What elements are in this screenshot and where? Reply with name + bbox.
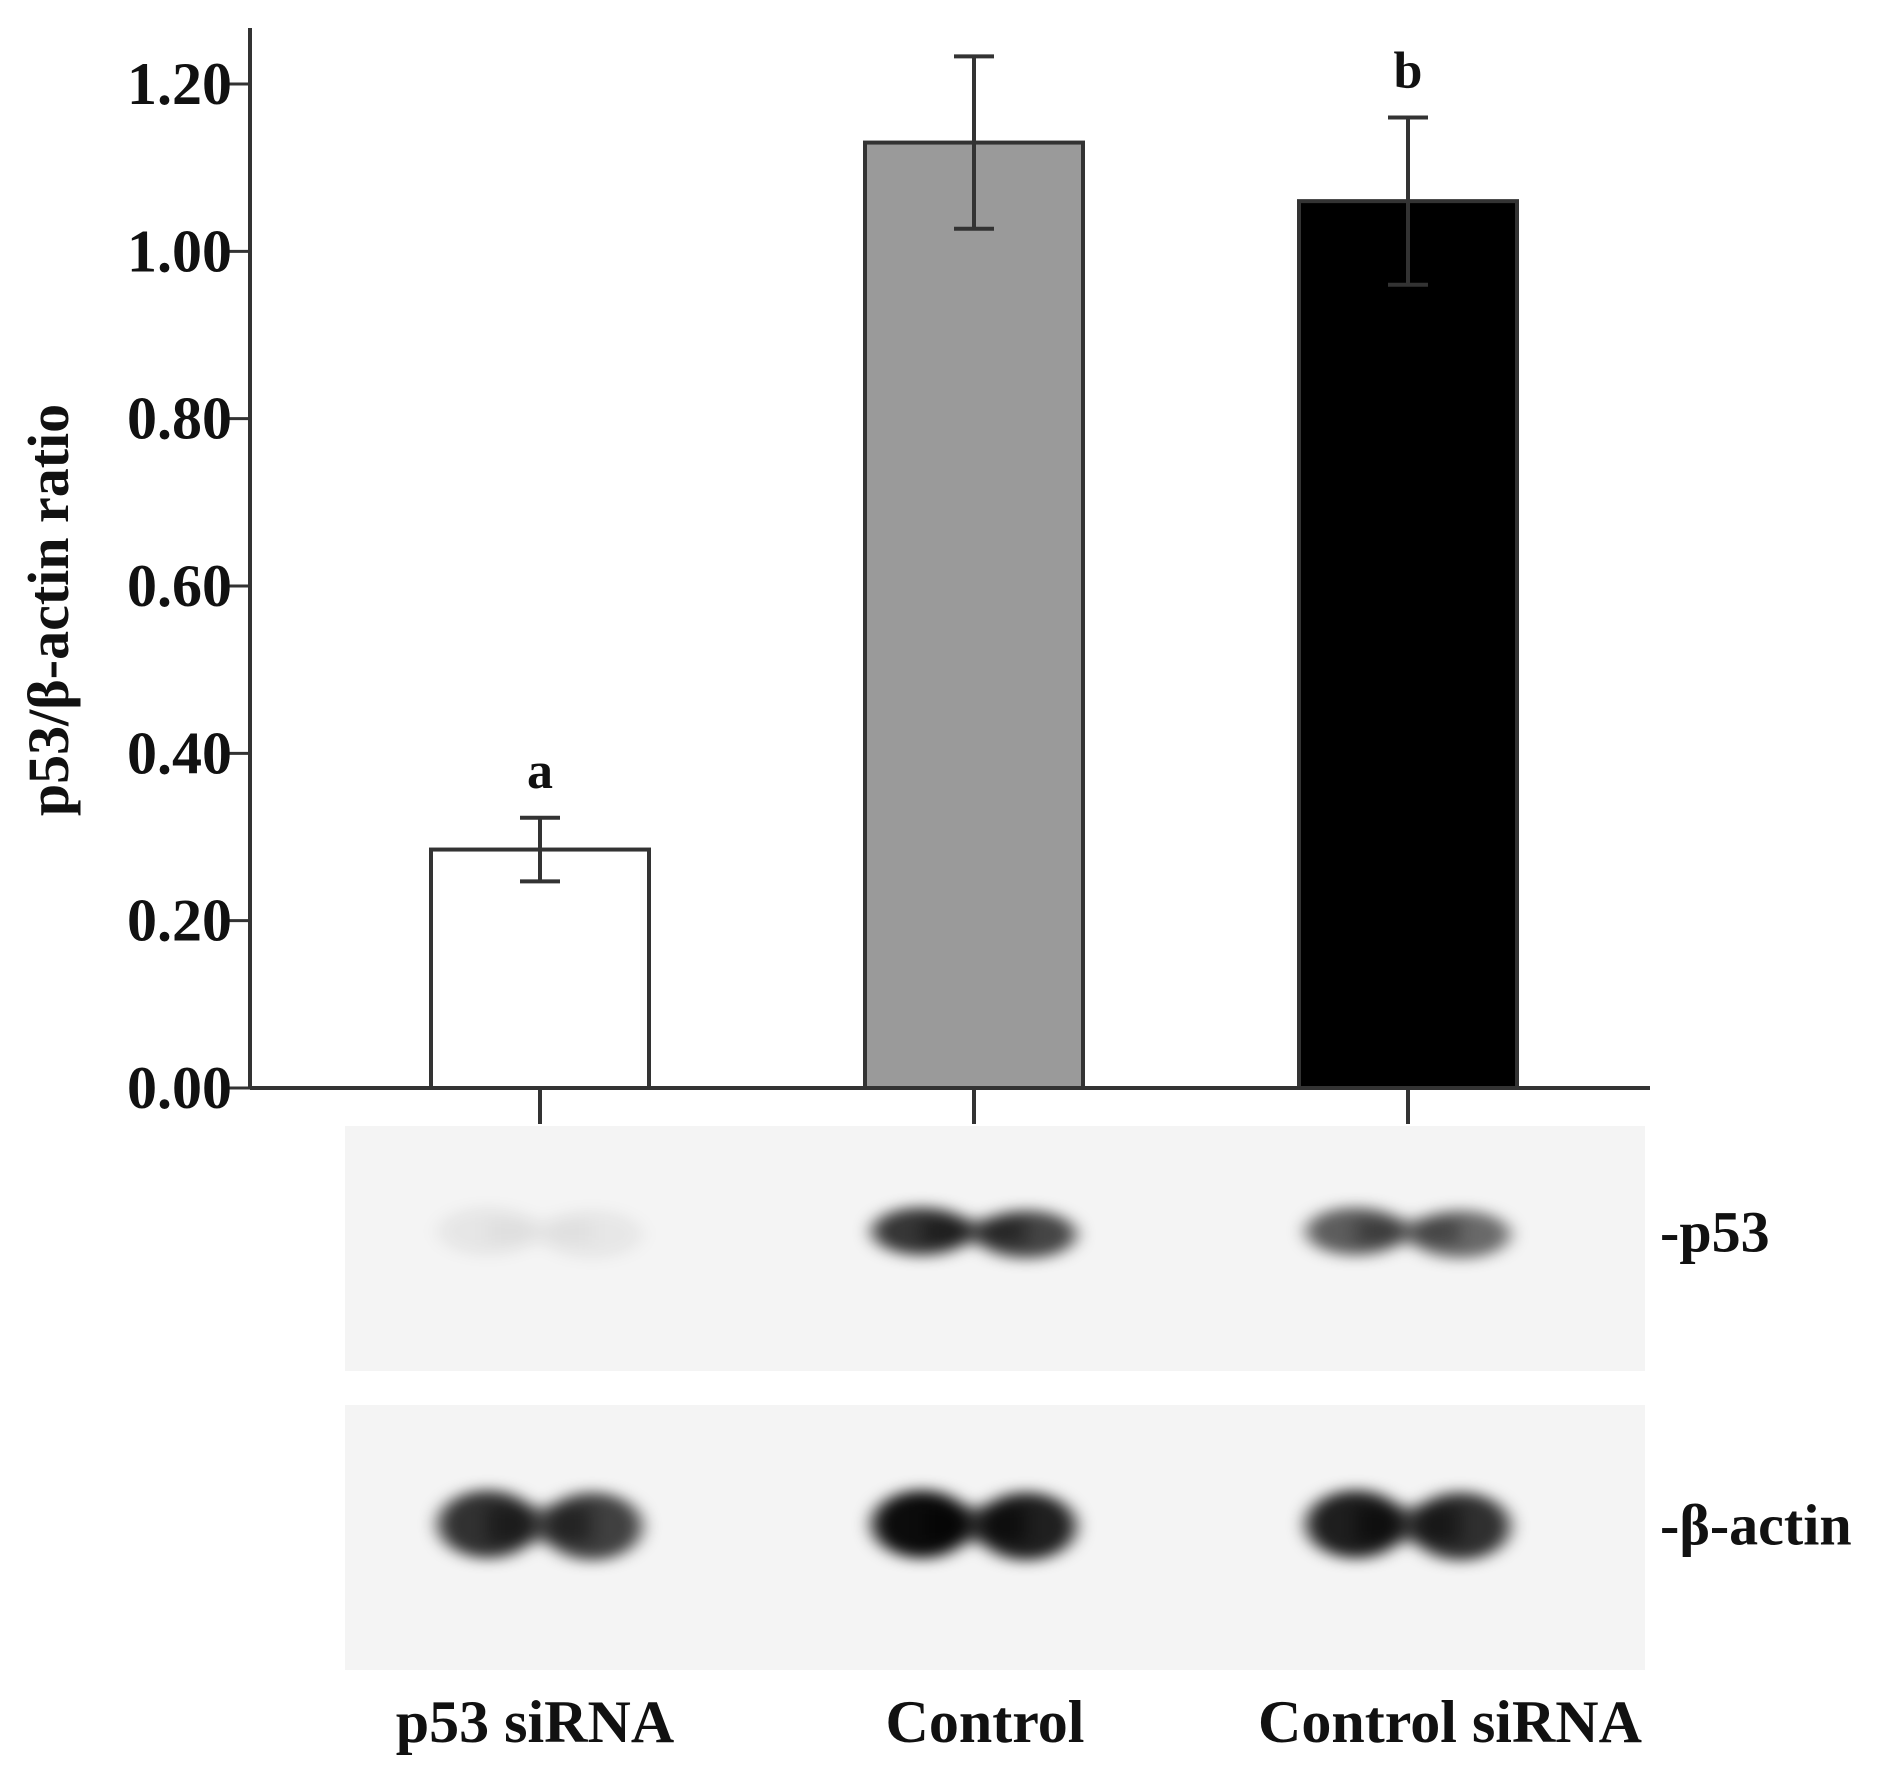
y-tick-label: 0.20 bbox=[127, 888, 232, 954]
blot-panel-1 bbox=[345, 1126, 1645, 1371]
blot-band bbox=[872, 1490, 1076, 1561]
category-label-2: Control bbox=[886, 1689, 1085, 1755]
bar-3 bbox=[1297, 199, 1519, 1090]
category-label-1: p53 siRNA bbox=[396, 1689, 674, 1755]
y-tick-label: 0.40 bbox=[127, 720, 232, 786]
y-tick-label: 1.20 bbox=[127, 51, 232, 117]
y-tick-label: 0.80 bbox=[127, 386, 232, 452]
y-tick-label: 1.00 bbox=[127, 218, 232, 284]
blot-band bbox=[438, 1207, 642, 1259]
significance-label-1: a bbox=[527, 743, 553, 800]
error-bar-2 bbox=[954, 54, 994, 231]
y-tick-label: 0.60 bbox=[127, 553, 232, 619]
y-axis-title: p53/β-actin ratio bbox=[16, 404, 81, 816]
category-label-3: Control siRNA bbox=[1258, 1689, 1642, 1755]
blot-band bbox=[872, 1207, 1076, 1259]
significance-label-3: b bbox=[1394, 42, 1423, 99]
blot-panel-2 bbox=[345, 1405, 1645, 1670]
blot-label-2: -β-actin bbox=[1660, 1492, 1852, 1557]
blot-band bbox=[438, 1490, 642, 1561]
blot-band bbox=[1306, 1490, 1510, 1561]
y-tick-label: 0.00 bbox=[127, 1055, 232, 1121]
blot-label-1: -p53 bbox=[1660, 1199, 1770, 1264]
bar-2 bbox=[863, 140, 1085, 1091]
error-bar-3 bbox=[1388, 115, 1428, 287]
error-bar-1 bbox=[520, 815, 560, 884]
bar-1 bbox=[429, 847, 651, 1090]
blot-band bbox=[1306, 1207, 1510, 1259]
